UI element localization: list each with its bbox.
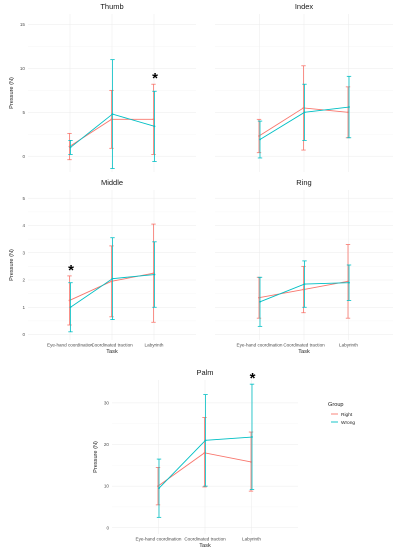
panel-title-middle: Middle	[101, 178, 123, 187]
x-tick-label-ring: Eye-hand coordination	[237, 343, 283, 348]
x-tick-label-middle: Coordinated traction	[91, 343, 133, 348]
data-point-wrong	[111, 277, 114, 280]
legend: Group Right Wrong	[328, 402, 355, 426]
x-axis-label-middle: Task	[106, 349, 118, 355]
data-point-right	[347, 111, 349, 114]
legend-label-wrong: Wrong	[341, 420, 355, 426]
y-tick-label-palm: 20	[104, 442, 110, 447]
data-point-right	[302, 288, 305, 291]
data-point-right	[152, 272, 155, 275]
y-axis-label-palm: Pressure (N)	[93, 441, 99, 473]
legend-title: Group	[328, 402, 344, 408]
series-wrong-index	[257, 75, 352, 159]
panel-title-ring: Ring	[296, 178, 311, 187]
y-tick-label-middle: 2	[22, 278, 25, 283]
legend-item-wrong: Wrong	[331, 420, 355, 426]
data-point-right	[157, 485, 159, 488]
data-point-right	[68, 299, 71, 302]
data-point-wrong	[111, 113, 114, 115]
y-tick-label-palm: 10	[104, 484, 110, 489]
data-point-right	[152, 118, 155, 121]
x-tick-label-ring: Labyrinth	[339, 343, 358, 348]
x-axis-label-palm: Task	[199, 543, 211, 549]
legend-label-right: Right	[341, 412, 353, 418]
y-tick-label-palm: 0	[106, 525, 109, 530]
data-point-right	[250, 461, 252, 463]
data-point-wrong	[69, 306, 72, 309]
series-right-index	[256, 65, 351, 154]
data-point-wrong	[259, 300, 261, 303]
x-tick-label-middle: Eye-hand coordination	[47, 343, 93, 348]
data-point-right	[110, 118, 113, 121]
series-wrong-palm	[156, 383, 255, 518]
panel-ring: Eye-hand coordination Coordinated tractio…	[215, 178, 393, 355]
panel-title-index: Index	[295, 2, 314, 11]
data-point-wrong	[153, 125, 156, 128]
x-tick-label-palm: Eye-hand coordination	[136, 537, 182, 542]
data-point-right	[110, 280, 113, 283]
data-point-wrong	[303, 283, 306, 285]
y-tick-label-thumb: 10	[20, 66, 26, 71]
significance-star-middle: *	[68, 262, 74, 279]
data-point-right	[258, 135, 260, 137]
data-point-right	[203, 451, 206, 454]
x-tick-label-palm: Coordinated traction	[184, 537, 226, 542]
panel-title-thumb: Thumb	[100, 2, 123, 11]
data-point-wrong	[69, 146, 72, 149]
y-axis-label-thumb: Pressure (N)	[9, 77, 15, 109]
series-right-thumb	[67, 83, 156, 161]
series-right-ring	[256, 244, 351, 319]
series-wrong-ring	[257, 260, 352, 327]
y-tick-label-thumb: 5	[22, 110, 25, 115]
significance-star-palm: *	[250, 370, 256, 387]
x-tick-label-middle: Labyrinth	[145, 343, 164, 348]
panel-palm: 0 10 20 30 Eye-hand coordination Coordinated …	[93, 368, 298, 549]
data-point-right	[302, 107, 305, 109]
data-point-wrong	[153, 273, 156, 276]
y-tick-label-thumb: 0	[22, 154, 25, 159]
data-point-wrong	[303, 111, 306, 114]
legend-item-right: Right	[331, 412, 353, 418]
y-tick-label-middle: 0	[22, 332, 25, 337]
data-point-wrong	[158, 487, 160, 490]
data-point-wrong	[204, 439, 207, 442]
data-point-wrong	[259, 138, 261, 141]
data-point-right	[258, 296, 260, 299]
panel-thumb: 0 5 10 15 Thumb Pressure (N) *	[9, 2, 196, 172]
data-point-wrong	[251, 436, 253, 438]
panel-title-palm: Palm	[196, 368, 213, 377]
y-tick-label-middle: 5	[22, 196, 25, 201]
y-axis-label-middle: Pressure (N)	[9, 249, 15, 281]
data-point-right	[347, 280, 349, 283]
y-tick-label-middle: 3	[22, 250, 25, 255]
series-right-palm	[155, 417, 254, 506]
y-tick-label-thumb: 15	[20, 22, 26, 27]
x-tick-label-ring: Coordinated traction	[283, 343, 325, 348]
x-axis-label-ring: Task	[298, 349, 310, 355]
y-tick-label-middle: 1	[22, 305, 25, 310]
data-point-wrong	[348, 106, 350, 108]
series-wrong-thumb	[68, 59, 157, 169]
data-point-wrong	[348, 281, 350, 284]
significance-star-thumb: *	[152, 70, 158, 87]
series-wrong-middle	[68, 237, 157, 333]
y-tick-label-palm: 30	[104, 400, 110, 405]
x-tick-label-palm: Labyrinth	[242, 537, 261, 542]
panel-index: Index	[215, 2, 393, 172]
y-tick-label-middle: 4	[22, 223, 25, 228]
series-right-middle	[67, 223, 156, 326]
